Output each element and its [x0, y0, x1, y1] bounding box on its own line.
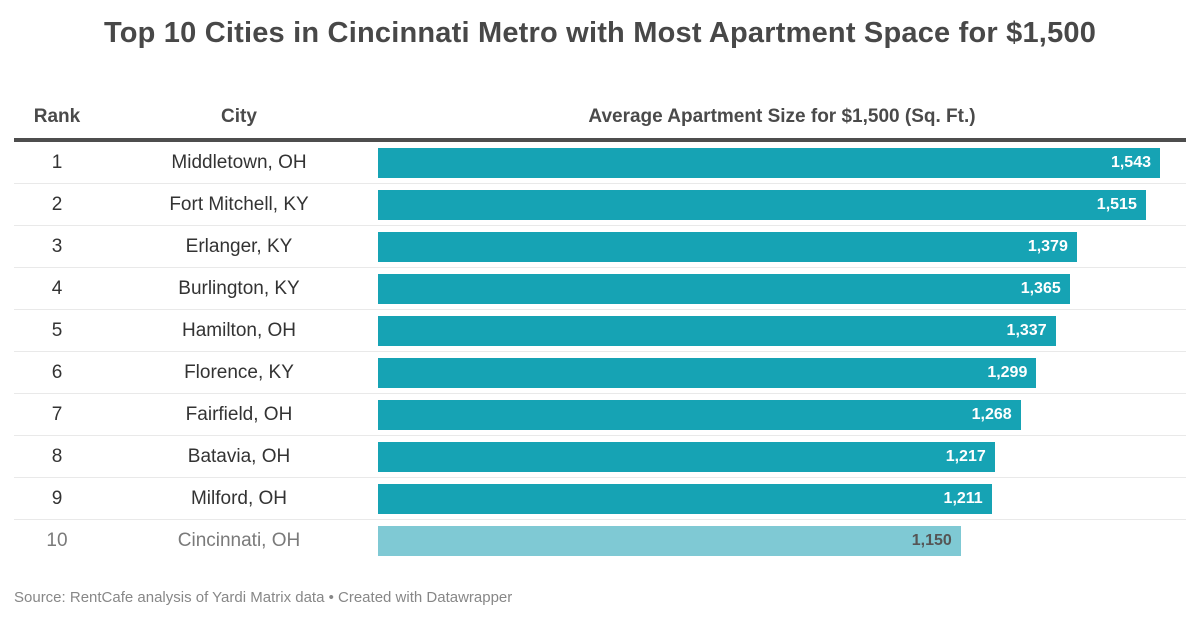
- table-row: 3 Erlanger, KY 1,379: [14, 226, 1186, 268]
- rank-cell: 1: [51, 151, 63, 173]
- bar: 1,211: [378, 483, 992, 514]
- bar-value-label: 1,150: [911, 532, 952, 549]
- table-header-row: Rank City Average Apartment Size for $1,…: [14, 96, 1186, 142]
- data-table: Rank City Average Apartment Size for $1,…: [14, 96, 1186, 562]
- city-cell: Fairfield, OH: [185, 403, 293, 425]
- bar: 1,543: [378, 147, 1160, 178]
- bar-cell: 1,337: [378, 315, 1186, 346]
- bar-value-label: 1,211: [943, 489, 983, 507]
- bar-track: 1,337: [378, 315, 1160, 346]
- source-attribution: Source: RentCafe analysis of Yardi Matri…: [14, 589, 513, 606]
- rank-cell: 4: [51, 277, 63, 299]
- chart-title: Top 10 Cities in Cincinnati Metro with M…: [103, 17, 1097, 49]
- bar-value-label: 1,337: [1006, 321, 1047, 339]
- bar: 1,365: [378, 273, 1070, 304]
- bar-value-label: 1,379: [1027, 237, 1068, 255]
- bar: 1,379: [378, 231, 1077, 262]
- bar-cell: 1,299: [378, 357, 1186, 388]
- table-row: 9 Milford, OH 1,211: [14, 478, 1186, 520]
- table-row: 7 Fairfield, OH 1,268: [14, 394, 1186, 436]
- rank-cell: 6: [51, 361, 63, 383]
- rank-cell: 7: [51, 403, 63, 425]
- bar: 1,217: [378, 441, 995, 472]
- bar-cell: 1,379: [378, 231, 1186, 262]
- bar-cell: 1,211: [378, 483, 1186, 514]
- city-cell: Batavia, OH: [187, 445, 291, 467]
- bar-cell: 1,268: [378, 399, 1186, 430]
- rank-cell: 3: [51, 235, 63, 257]
- table-row: 2 Fort Mitchell, KY 1,515: [14, 184, 1186, 226]
- table-row: 10 Cincinnati, OH 1,150: [14, 520, 1186, 562]
- table-row: 5 Hamilton, OH 1,337: [14, 310, 1186, 352]
- city-cell: Milford, OH: [190, 487, 288, 509]
- table-body: 1 Middletown, OH 1,543 2 Fort Mitchell, …: [14, 142, 1186, 562]
- city-cell: Fort Mitchell, KY: [169, 193, 309, 215]
- bar-track: 1,211: [378, 483, 1160, 514]
- bar: 1,515: [378, 189, 1146, 220]
- city-cell: Florence, KY: [184, 361, 294, 383]
- bar-value-label: 1,515: [1096, 195, 1137, 213]
- table-row: 6 Florence, KY 1,299: [14, 352, 1186, 394]
- city-cell: Burlington, KY: [178, 277, 300, 299]
- city-cell: Middletown, OH: [171, 151, 307, 173]
- table-row: 1 Middletown, OH 1,543: [14, 142, 1186, 184]
- bar-value-label: 1,268: [971, 405, 1012, 423]
- bar-track: 1,379: [378, 231, 1160, 262]
- bar-value-label: 1,543: [1110, 153, 1151, 171]
- city-cell: Cincinnati, OH: [177, 530, 301, 551]
- city-cell: Erlanger, KY: [185, 235, 293, 257]
- rank-cell: 2: [51, 193, 63, 215]
- bar-track: 1,268: [378, 399, 1160, 430]
- rank-cell: 8: [51, 445, 63, 467]
- bar-cell: 1,150: [378, 526, 1186, 556]
- bar-value-label: 1,299: [987, 363, 1028, 381]
- bar-track: 1,515: [378, 189, 1160, 220]
- rank-cell: 5: [51, 319, 63, 341]
- bar: 1,150: [378, 526, 961, 556]
- table-row: 8 Batavia, OH 1,217: [14, 436, 1186, 478]
- bar-value-label: 1,217: [945, 447, 986, 465]
- column-header-city: City: [221, 106, 257, 127]
- bar-track: 1,299: [378, 357, 1160, 388]
- city-cell: Hamilton, OH: [181, 319, 297, 341]
- bar: 1,268: [378, 399, 1021, 430]
- bar: 1,299: [378, 357, 1037, 388]
- column-header-rank: Rank: [33, 106, 81, 127]
- bar-cell: 1,515: [378, 189, 1186, 220]
- bar-cell: 1,543: [378, 147, 1186, 178]
- column-header-value: Average Apartment Size for $1,500 (Sq. F…: [588, 106, 976, 127]
- bar: 1,337: [378, 315, 1056, 346]
- bar-track: 1,543: [378, 147, 1160, 178]
- bar-track: 1,217: [378, 441, 1160, 472]
- bar-value-label: 1,365: [1020, 279, 1061, 297]
- bar-track: 1,150: [378, 526, 1160, 556]
- bar-track: 1,365: [378, 273, 1160, 304]
- rank-cell: 10: [46, 530, 68, 551]
- table-row: 4 Burlington, KY 1,365: [14, 268, 1186, 310]
- bar-cell: 1,365: [378, 273, 1186, 304]
- bar-cell: 1,217: [378, 441, 1186, 472]
- rank-cell: 9: [51, 487, 63, 509]
